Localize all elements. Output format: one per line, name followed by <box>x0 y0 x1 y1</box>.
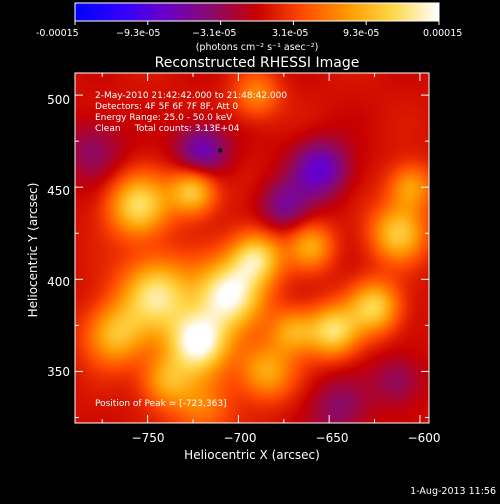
colorbar-gradient <box>74 2 440 22</box>
colorbar-tick-label-1: −9.3e-05 <box>116 28 160 39</box>
colorbar-units-label: (photons cm⁻² s⁻¹ asec⁻²) <box>196 42 319 53</box>
annotation-clean-counts: Clean Total counts: 3.13E+04 <box>95 124 240 134</box>
colorbar-tick-label-3: 3.1e-05 <box>272 28 308 39</box>
annotation-detectors: Detectors: 4F 5F 6F 7F 8F, Att 0 <box>95 102 238 112</box>
annotation-energy-range: Energy Range: 25.0 - 50.0 keV <box>95 113 233 123</box>
chart-title: Reconstructed RHESSI Image <box>155 55 360 71</box>
plot-frame <box>74 72 430 424</box>
colorbar-tick-label-4: 9.3e-05 <box>343 28 379 39</box>
colorbar-tick-label-0: -0.00015 <box>36 28 79 39</box>
colorbar-tick-label-5: 0.00015 <box>423 28 462 39</box>
x-tick-label-1: −700 <box>224 431 257 445</box>
y-tick-label-0: 350 <box>47 365 70 379</box>
y-tick-label-2: 450 <box>47 184 70 198</box>
footer-timestamp: 1-Aug-2013 11:56 <box>410 486 496 497</box>
x-tick-label-2: −650 <box>316 431 349 445</box>
colorbar-ticks <box>74 21 440 25</box>
heatmap-image <box>75 73 429 423</box>
x-tick-label-3: −600 <box>408 431 441 445</box>
y-axis-label: Heliocentric Y (arcsec) <box>26 183 40 318</box>
y-tick-label-3: 500 <box>47 93 70 107</box>
axis-ticks <box>75 73 429 423</box>
annotation-time-range: 2-May-2010 21:42:42.000 to 21:48:42.000 <box>95 91 287 101</box>
annotation-peak-position: Position of Peak = [-723,363] <box>95 399 227 409</box>
colorbar-tick-label-2: −3.1e-05 <box>192 28 236 39</box>
plot-area: 2-May-2010 21:42:42.000 to 21:48:42.000 … <box>74 72 430 424</box>
x-tick-label-0: −750 <box>132 431 165 445</box>
colorbar: -0.00015 −9.3e-05 −3.1e-05 3.1e-05 9.3e-… <box>36 2 462 53</box>
peak-marker <box>218 148 223 153</box>
x-axis-label: Heliocentric X (arcsec) <box>184 448 320 462</box>
y-tick-label-1: 400 <box>47 275 70 289</box>
